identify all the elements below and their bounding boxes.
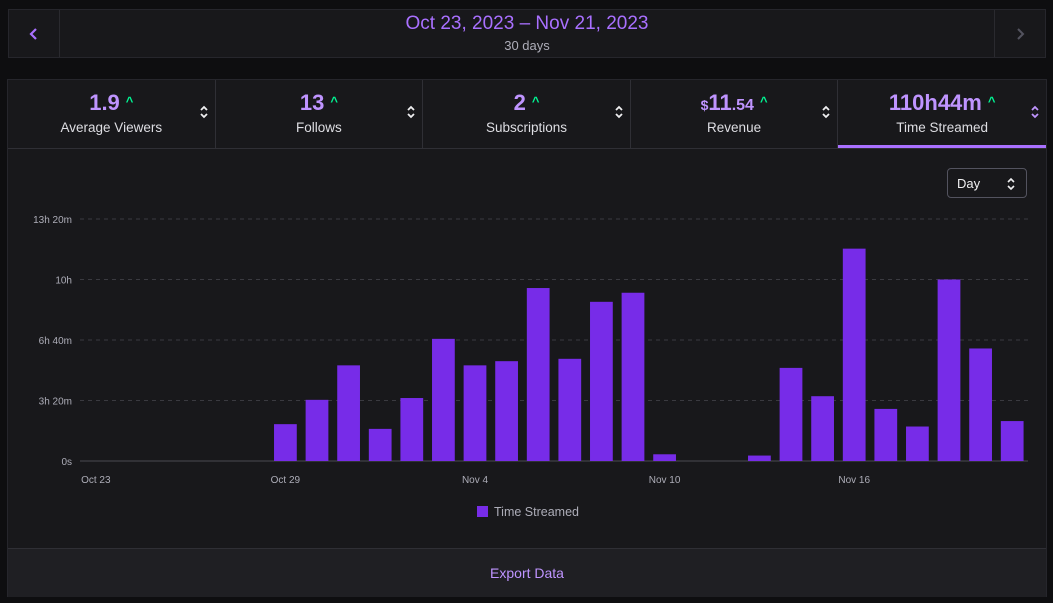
bar[interactable] bbox=[432, 338, 455, 461]
trend-up-icon: ^ bbox=[987, 94, 996, 109]
bar[interactable] bbox=[400, 398, 424, 461]
metric-value-cents: .54 bbox=[731, 97, 754, 114]
bar[interactable] bbox=[526, 288, 550, 461]
bar[interactable] bbox=[653, 454, 676, 461]
trend-up-icon: ^ bbox=[759, 94, 768, 109]
metric-label: Average Viewers bbox=[60, 120, 163, 135]
metric-follows[interactable]: 13 ^ Follows bbox=[216, 80, 424, 148]
bar[interactable] bbox=[842, 248, 866, 461]
metric-label: Revenue bbox=[707, 120, 762, 135]
bar[interactable] bbox=[337, 365, 360, 461]
metric-value: 13 bbox=[299, 90, 325, 115]
x-tick-label: Nov 16 bbox=[838, 475, 870, 486]
bar[interactable] bbox=[495, 361, 518, 461]
date-range-length: 30 days bbox=[504, 38, 550, 53]
next-period-button[interactable] bbox=[994, 10, 1045, 57]
sort-icon[interactable] bbox=[1030, 104, 1040, 120]
metric-value: 11 bbox=[708, 90, 732, 115]
legend-swatch bbox=[477, 506, 488, 517]
bar[interactable] bbox=[748, 455, 771, 461]
metric-tabs: 1.9 ^ Average Viewers 13 ^ Follows 2 ^ Subs… bbox=[8, 80, 1046, 149]
x-tick-label: Oct 23 bbox=[81, 475, 111, 486]
granularity-value: Day bbox=[957, 175, 981, 191]
time-streamed-chart: 0s 3h 20m 6h 40m 10h 13h 20m Oct 23 Oct 29 Nov… bbox=[33, 215, 1028, 519]
chevron-right-icon bbox=[1017, 27, 1025, 40]
trend-up-icon: ^ bbox=[330, 94, 338, 109]
bar[interactable] bbox=[621, 292, 645, 461]
export-data-button[interactable]: Export Data bbox=[490, 565, 564, 581]
bar[interactable] bbox=[811, 396, 834, 461]
y-tick-label: 0s bbox=[61, 457, 72, 468]
bar[interactable] bbox=[906, 426, 929, 461]
x-tick-label: Nov 10 bbox=[649, 475, 681, 486]
sort-icon[interactable] bbox=[199, 104, 209, 120]
metric-average-viewers[interactable]: 1.9 ^ Average Viewers bbox=[8, 80, 216, 148]
select-caret-icon bbox=[1007, 177, 1015, 191]
chart-legend: Time Streamed bbox=[477, 505, 579, 519]
sort-icon[interactable] bbox=[614, 104, 624, 120]
y-tick-label: 13h 20m bbox=[33, 215, 72, 226]
x-tick-label: Nov 4 bbox=[462, 475, 489, 486]
y-tick-label: 3h 20m bbox=[39, 397, 72, 408]
granularity-select[interactable]: Day bbox=[947, 168, 1027, 198]
date-range-title: Oct 23, 2023 – Nov 21, 2023 bbox=[405, 13, 649, 34]
trend-up-icon: ^ bbox=[531, 94, 540, 109]
bar[interactable] bbox=[305, 399, 329, 461]
bar[interactable] bbox=[1000, 421, 1024, 461]
chevron-left-icon bbox=[29, 27, 37, 40]
bar[interactable] bbox=[969, 348, 992, 461]
y-tick-label: 10h bbox=[55, 276, 72, 287]
metric-revenue[interactable]: $11.54 ^ Revenue bbox=[631, 80, 839, 148]
bar[interactable] bbox=[590, 301, 613, 461]
bar[interactable] bbox=[463, 365, 487, 461]
previous-period-button[interactable] bbox=[9, 10, 60, 57]
metric-time-streamed[interactable]: 110h44m ^ Time Streamed bbox=[838, 80, 1046, 148]
stream-summary-panel: 1.9 ^ Average Viewers 13 ^ Follows 2 ^ Subs… bbox=[7, 79, 1047, 597]
metric-value: 2 bbox=[513, 90, 526, 115]
y-tick-label: 6h 40m bbox=[39, 336, 72, 347]
bar[interactable] bbox=[558, 358, 582, 461]
trend-up-icon: ^ bbox=[125, 94, 134, 109]
bar[interactable] bbox=[779, 367, 803, 461]
bar[interactable] bbox=[368, 428, 392, 461]
metric-value: 110h44m bbox=[888, 90, 982, 115]
metric-label: Follows bbox=[296, 120, 342, 135]
bar[interactable] bbox=[937, 279, 961, 461]
sort-icon[interactable] bbox=[406, 104, 416, 120]
sort-icon[interactable] bbox=[821, 104, 831, 120]
metric-label: Time Streamed bbox=[896, 120, 989, 135]
currency-symbol: $ bbox=[700, 97, 709, 113]
legend-label: Time Streamed bbox=[494, 505, 579, 519]
metric-label: Subscriptions bbox=[485, 120, 567, 135]
x-tick-label: Oct 29 bbox=[271, 475, 301, 486]
date-range-selector: Oct 23, 2023 – Nov 21, 2023 30 days bbox=[8, 9, 1046, 58]
bar[interactable] bbox=[274, 424, 297, 461]
bar[interactable] bbox=[874, 408, 898, 461]
export-bar: Export Data bbox=[8, 548, 1046, 597]
metric-subscriptions[interactable]: 2 ^ Subscriptions bbox=[423, 80, 631, 148]
metric-value: 1.9 bbox=[89, 90, 120, 115]
